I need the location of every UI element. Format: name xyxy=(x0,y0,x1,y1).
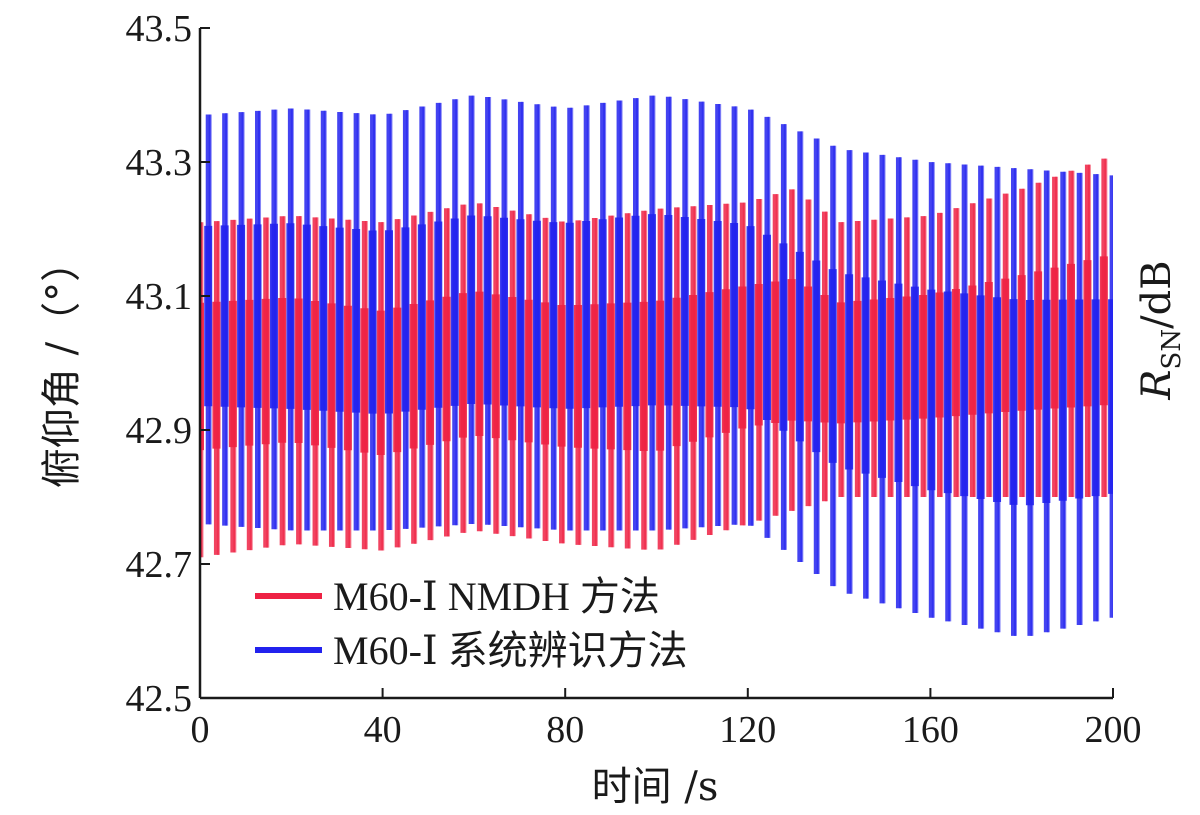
x-tick-label: 0 xyxy=(191,709,210,751)
y-tick-label: 42.9 xyxy=(126,410,193,452)
y-tick-label: 43.5 xyxy=(126,8,193,50)
axes xyxy=(198,28,1113,700)
right-axis-title: RSN/dB xyxy=(1134,260,1187,400)
x-tick-label: 120 xyxy=(719,709,776,751)
legend: M60-Ⅰ NMDH 方法 M60-Ⅰ 系统辨识方法 xyxy=(255,574,688,673)
x-tick-label: 80 xyxy=(546,709,584,751)
legend-label-red: M60-Ⅰ NMDH 方法 xyxy=(333,574,660,619)
ticks: 0 40 80 120 160 200 42.5 42.7 42.9 43.1 43.3 43.5 xyxy=(126,8,1142,751)
series-layer xyxy=(200,95,1113,636)
series-nmdh xyxy=(200,158,1108,558)
y-tick-label: 42.5 xyxy=(126,678,193,720)
y-tick-label: 43.1 xyxy=(126,276,193,318)
y-axis-title: 俯仰角 /（°） xyxy=(39,242,85,488)
y-tick-label: 43.3 xyxy=(126,142,193,184)
series-nmdh xyxy=(200,158,1108,558)
right-axis-title-main: R xyxy=(1134,369,1180,400)
series-system-id xyxy=(208,95,1113,636)
x-tick-label: 160 xyxy=(902,709,959,751)
series-system-id xyxy=(204,95,1113,636)
legend-label-blue: M60-Ⅰ 系统辨识方法 xyxy=(333,628,688,673)
x-tick-label: 200 xyxy=(1085,709,1142,751)
right-axis-title-unit: /dB xyxy=(1134,260,1180,328)
y-tick-label: 42.7 xyxy=(126,544,193,586)
x-tick-label: 40 xyxy=(364,709,402,751)
right-axis-title-sub: SN xyxy=(1157,329,1187,370)
x-axis-title: 时间 /s xyxy=(592,764,719,810)
